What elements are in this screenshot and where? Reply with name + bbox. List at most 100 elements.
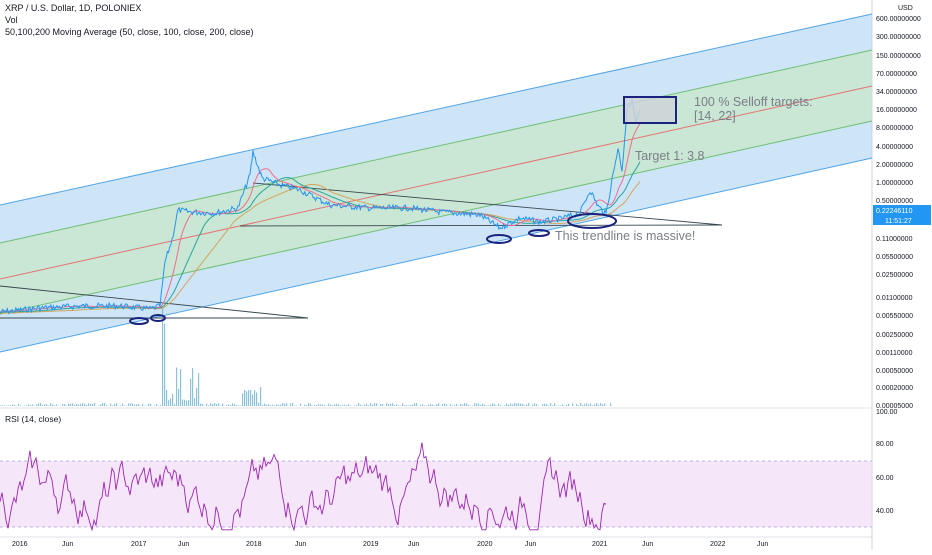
volume-bar <box>368 405 369 406</box>
volume-bar <box>508 405 509 406</box>
volume-bar <box>396 404 397 406</box>
volume-bar <box>536 404 537 406</box>
time-tick-label: 2019 <box>363 541 379 548</box>
volume-bar <box>500 405 501 406</box>
volume-bar <box>410 405 411 406</box>
volume-bar <box>558 405 559 406</box>
volume-bar <box>582 405 583 406</box>
volume-bar <box>226 405 227 406</box>
volume-bar <box>210 403 211 406</box>
price-tick-label: 0.01100000 <box>876 295 913 302</box>
volume-bar <box>88 403 89 406</box>
volume-bar <box>10 405 11 406</box>
volume-bar <box>286 403 287 406</box>
volume-bar <box>256 392 257 406</box>
volume-bar <box>280 405 281 406</box>
volume-bar <box>446 404 447 406</box>
volume-bar <box>362 405 363 406</box>
volume-bar <box>262 405 263 406</box>
volume-bar <box>90 404 91 406</box>
volume-bar <box>70 404 71 406</box>
volume-bar <box>112 405 113 406</box>
volume-bar <box>310 404 311 406</box>
volume-bar <box>74 405 75 406</box>
volume-bar <box>246 391 247 406</box>
selloff-targets-values[interactable]: [14, 22] <box>694 109 736 123</box>
price-tick-label: 0.00250000 <box>876 332 913 339</box>
time-tick-label: Jun <box>295 541 306 548</box>
volume-bar <box>122 404 123 406</box>
volume-bar <box>138 404 139 406</box>
time-tick-label: 2016 <box>12 541 28 548</box>
selloff-target-box[interactable] <box>624 97 676 123</box>
price-tick-label: 150.00000000 <box>876 53 921 60</box>
volume-bar <box>278 405 279 406</box>
volume-bar <box>516 403 517 406</box>
volume-bar <box>386 403 387 406</box>
volume-bar <box>462 405 463 406</box>
price-tick-label: 2.00000000 <box>876 162 913 169</box>
time-tick-label: Jun <box>178 541 189 548</box>
price-tick-label: 8.00000000 <box>876 125 913 132</box>
rsi-label[interactable]: RSI (14, close) <box>5 414 61 424</box>
volume-bar <box>542 404 543 406</box>
price-axis-currency: USD <box>898 5 913 12</box>
rsi-tick-label: 100.00 <box>876 409 898 416</box>
volume-bar <box>82 403 83 406</box>
volume-bar <box>136 404 137 406</box>
volume-bar <box>408 405 409 406</box>
moving-average-legend[interactable]: 50,100,200 Moving Average (50, close, 10… <box>5 27 254 38</box>
volume-bar <box>260 387 261 406</box>
volume-bar <box>354 405 355 406</box>
volume-bar <box>244 390 245 406</box>
volume-bar <box>156 404 157 406</box>
volume-bar <box>338 404 339 406</box>
volume-legend[interactable]: Vol <box>5 15 18 26</box>
volume-bar <box>528 403 529 406</box>
volume-bar <box>482 404 483 406</box>
volume-bar <box>548 405 549 406</box>
rsi-pane[interactable] <box>0 443 872 530</box>
linear-regression-channel[interactable] <box>0 14 872 352</box>
volume-bar <box>202 404 203 406</box>
price-tick-label: 0.00550000 <box>876 313 913 320</box>
volume-bar <box>130 404 131 406</box>
target-1-annotation[interactable]: Target 1: 3.8 <box>635 149 705 163</box>
volume-bar <box>104 403 105 406</box>
volume-bar <box>406 405 407 406</box>
volume-bar <box>236 405 237 406</box>
volume-bar <box>382 404 383 406</box>
time-tick-label: 2018 <box>246 541 262 548</box>
volume-bar <box>308 403 309 406</box>
volume-bar <box>566 405 567 406</box>
volume-bar <box>268 404 269 406</box>
volume-bar <box>198 373 199 406</box>
volume-bar <box>348 404 349 406</box>
rsi-tick-label: 60.00 <box>876 475 894 482</box>
current-price-label: 0.22246110 <box>876 208 913 215</box>
volume-bar <box>248 390 249 406</box>
volume-bar <box>346 405 347 406</box>
volume-bar <box>188 400 189 406</box>
time-tick-label: Jun <box>525 541 536 548</box>
trendline-annotation[interactable]: This trendline is massive! <box>555 229 695 243</box>
volume-bar <box>590 403 591 406</box>
volume-bar <box>190 379 191 406</box>
volume-bar <box>200 404 201 406</box>
volume-bar <box>518 403 519 406</box>
volume-bar <box>102 403 103 406</box>
volume-bar <box>304 405 305 406</box>
price-tick-label: 0.50000000 <box>876 198 913 205</box>
selloff-targets-title[interactable]: 100 % Selloff targets: <box>694 95 813 109</box>
volume-bar <box>264 404 265 406</box>
volume-bar <box>62 404 63 406</box>
volume-bar <box>132 404 133 406</box>
symbol-legend[interactable]: XRP / U.S. Dollar, 1D, POLONIEX <box>5 3 141 14</box>
volume-bar <box>360 405 361 406</box>
volume-bar <box>506 403 507 406</box>
volume-bar <box>272 405 273 406</box>
volume-bar <box>116 403 117 406</box>
